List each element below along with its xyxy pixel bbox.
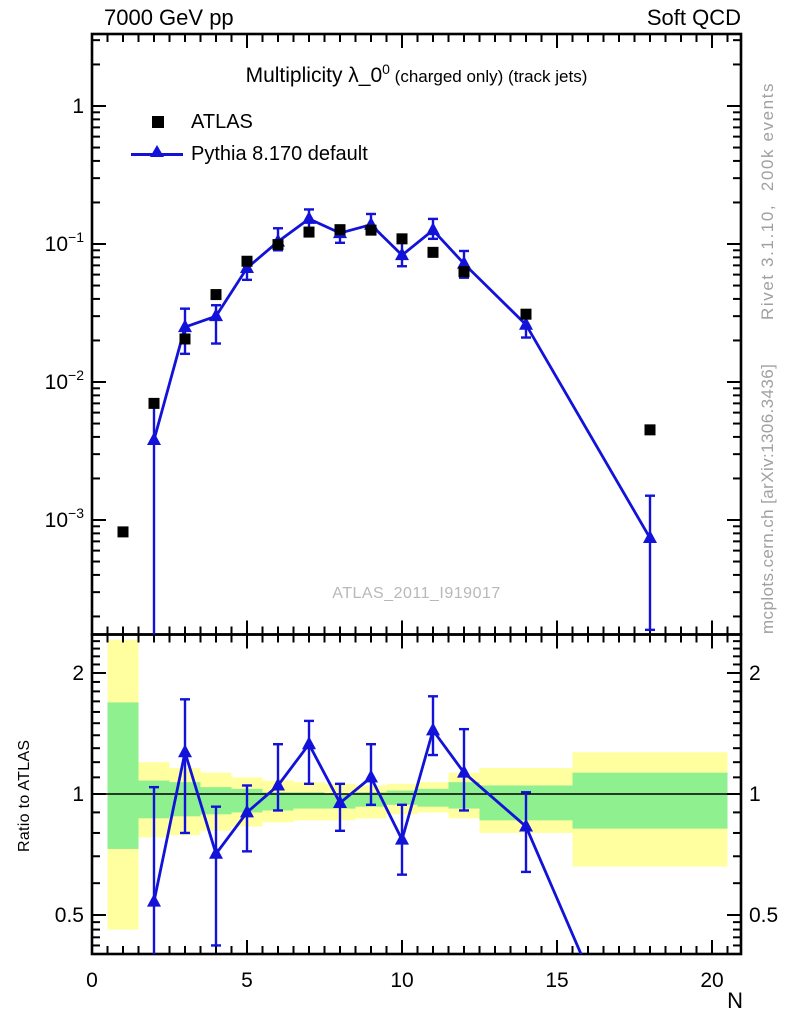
svg-text:1: 1 (72, 783, 84, 806)
black-square-marker-icon (152, 116, 164, 128)
svg-text:0.5: 0.5 (55, 904, 84, 927)
svg-text:10−3: 10−3 (45, 505, 85, 532)
ratio-y-axis-label: Ratio to ATLAS (16, 739, 33, 852)
beam-energy-label: 7000 GeV pp (104, 5, 234, 30)
svg-text:0.5: 0.5 (749, 904, 778, 927)
svg-text:10−2: 10−2 (45, 367, 85, 394)
axis-tick-labels: 110−110−210−30.5 0.51 12 20 5 10 15 20 (45, 95, 779, 992)
plot-title-superscript: 0 (382, 61, 390, 77)
svg-text:2: 2 (72, 662, 84, 685)
legend-marker-column (131, 144, 183, 164)
process-group-label: Soft QCD (646, 5, 741, 30)
ratio-panel-series (147, 695, 583, 954)
svg-text:10−1: 10−1 (45, 229, 85, 256)
rivet-version-note: Rivet 3.1.10, 200k events (758, 81, 777, 320)
svg-text:15: 15 (545, 969, 568, 992)
svg-text:0: 0 (86, 969, 98, 992)
mcplots-arxiv-note: mcplots.cern.ch [arXiv:1306.3436] (758, 363, 777, 634)
legend-item-atlas: ATLAS (131, 106, 368, 138)
plot-title-suffix: (charged only) (track jets) (389, 67, 588, 86)
svg-text:20: 20 (700, 969, 723, 992)
plot-title: Multiplicity λ_00 (charged only) (track … (92, 61, 741, 88)
blue-triangle-marker-icon (150, 145, 164, 157)
svg-text:2: 2 (749, 662, 761, 685)
legend: ATLAS Pythia 8.170 default (131, 106, 368, 170)
legend-label-atlas: ATLAS (191, 110, 253, 133)
legend-label-pythia: Pythia 8.170 default (191, 142, 368, 165)
svg-text:1: 1 (72, 95, 84, 118)
main-panel-series (117, 208, 657, 635)
svg-text:1: 1 (749, 783, 761, 806)
analysis-id-watermark: ATLAS_2011_I919017 (332, 585, 501, 602)
svg-text:10: 10 (390, 969, 413, 992)
legend-item-pythia: Pythia 8.170 default (131, 138, 368, 170)
legend-marker-column (131, 112, 183, 132)
axis-ticks (91, 34, 741, 954)
plot-title-main: Multiplicity λ_0 (245, 64, 383, 87)
x-axis-title: N (727, 988, 743, 1013)
svg-text:5: 5 (241, 969, 253, 992)
